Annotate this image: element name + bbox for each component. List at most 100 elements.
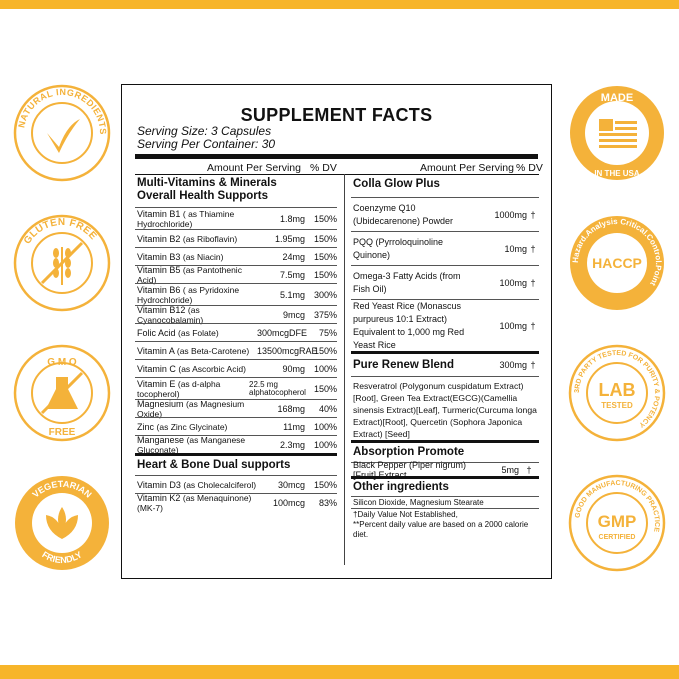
nutrient-name: Vitamin K2 (as Menaquinone)(MK-7) [135, 493, 257, 513]
nutrient-dv: 75% [318, 327, 337, 338]
bottom-accent-band [0, 665, 679, 679]
nutrient-row: Vitamin C (as Ascorbic Acid) 90mg 100% [135, 359, 337, 377]
multivitamin-line2: Overall Health Supports [137, 190, 269, 202]
pure-renew-row: Pure Renew Blend 300mg † [351, 354, 539, 376]
natural-ingredients-badge: NATURAL INGREDIENTS [12, 83, 112, 183]
nutrient-dv: 100% [313, 421, 337, 432]
nutrient-amount: 13500mcgRAE [257, 345, 318, 356]
nutrient-dv: 375% [313, 309, 337, 320]
pure-renew-amount: 300mg [499, 360, 527, 370]
nutrient-dv: 150% [313, 479, 337, 490]
ingredient-name: PQQ (Pyrroloquinoline Quinone) [353, 236, 444, 260]
left-thick-rule [135, 453, 337, 456]
haccp-badge: Hazard.Analysis Critical.Control.Point H… [567, 213, 667, 313]
natural-ingredients-text: NATURAL INGREDIENTS [16, 87, 107, 135]
nutrient-row: Vitamin K2 (as Menaquinone)(MK-7) 100mcg 8… [135, 493, 337, 513]
nutrient-source: (as Cholecalciferol) [183, 479, 257, 490]
nutrient-amount: 1.95mg [274, 233, 305, 244]
nutrient-dv: 100% [313, 439, 337, 450]
gmp-text: GMP [598, 512, 637, 531]
black-pepper-row: Black Pepper (Piper nigrum)[Fruit] Extra… [351, 460, 539, 480]
nutrient-dv: 150% [313, 251, 337, 262]
thick-rule [135, 154, 538, 159]
nutrient-label: Zinc [137, 421, 155, 432]
left-dv-header: % DV [310, 162, 337, 174]
gmp-certified-badge: GOOD MANUFACTURING PRACTICE GMP CERTIFIE… [567, 473, 667, 573]
nutrient-label: Manganese [137, 434, 185, 445]
nutrient-amount: 24mg [282, 251, 305, 262]
black-pepper-name: Black Pepper (Piper nigrum)[Fruit] Extra… [353, 459, 467, 480]
pure-renew-title: Pure Renew Blend [353, 359, 454, 371]
serving-size: Serving Size: 3 Capsules [137, 124, 272, 138]
nutrient-row: Vitamin E (as d-alpha tocopherol) 22.5 mg… [135, 377, 337, 399]
nutrient-row: Vitamin D3 (as Cholecalciferol) 30mcg 150% [135, 475, 337, 493]
ingredient-row: Red Yeast Rice (Monascus purpureus 10:1 … [351, 299, 539, 351]
nutrient-row: Magnesium (as Magnesium Oxide) 168mg 40% [135, 399, 337, 419]
ingredient-amount: 1000mg [494, 209, 527, 220]
nutrient-name: Vitamin B12 (as Cyanocobalamin) [135, 305, 257, 325]
nutrient-source: (as Niacin) [182, 251, 224, 262]
nutrient-amount: 100mcg [272, 497, 305, 508]
nutrient-source: (as Beta-Carotene) [176, 345, 250, 356]
left-rows-2: Vitamin D3 (as Cholecalciferol) 30mcg 150%… [135, 475, 337, 513]
nutrient-name: Vitamin B1 ( as Thiamine Hydrochloride) [135, 209, 257, 229]
daily-value-note: †Daily Value Not Established, [351, 508, 539, 520]
nutrient-name: Vitamin B6 ( as Pyridoxine Hydrochloride… [135, 285, 257, 305]
haccp-text: HACCP [592, 255, 642, 271]
gmo-free-text: FREE [49, 427, 76, 438]
ingredient-amount: 100mg [499, 277, 527, 288]
nutrient-amount: 11mg [283, 421, 305, 432]
svg-text:GLUTEN FREE: GLUTEN FREE [22, 217, 99, 246]
nutrient-name: Vitamin A (as Beta-Carotene) [135, 346, 257, 356]
nutrient-amount: 2.3mg [279, 439, 305, 450]
lab-tested-badge: 3RD PARTY TESTED FOR PURITY & POTENCY LA… [567, 343, 667, 443]
nutrient-dv: 40% [318, 403, 337, 414]
header-rule [135, 174, 539, 175]
svg-text:FRIENDLY: FRIENDLY [40, 549, 83, 565]
wheat-icon [53, 247, 71, 285]
gmo-text: G M O [47, 357, 77, 368]
nutrient-source: ( as Pyridoxine Hydrochloride) [137, 284, 240, 305]
gluten-free-text: GLUTEN FREE [22, 217, 98, 246]
left-rows: Vitamin B1 ( as Thiamine Hydrochloride) 1… [135, 207, 337, 455]
certified-text: CERTIFIED [599, 534, 636, 541]
nutrient-source: (as d-alpha tocopherol) [137, 378, 221, 399]
nutrient-dv: 100% [313, 363, 337, 374]
lab-text: LAB [599, 380, 636, 400]
nutrient-row: Folic Acid (as Folate) 300mcgDFE 75% [135, 323, 337, 341]
leaf-icon [46, 507, 78, 539]
ingredient-row: Coenzyme Q10 (Ubidecarenone) Powder 1000m… [351, 197, 539, 231]
nutrient-source: (as Ascorbic Acid) [178, 363, 246, 374]
ingredient-mark: † [530, 277, 536, 288]
nutrient-source: (as Cyanocobalamin) [137, 304, 204, 325]
nutrient-source: (as Manganese Gluconate) [137, 434, 246, 455]
nutrient-dv: 150% [313, 233, 337, 244]
nutrient-label: Vitamin B2 [137, 233, 181, 244]
column-divider [344, 174, 345, 565]
supplement-facts-panel: SUPPLEMENT FACTS Serving Size: 3 Capsule… [121, 84, 552, 579]
nutrient-dv: 150% [313, 345, 337, 356]
nutrient-name: Vitamin B2 (as Riboflavin) [135, 234, 257, 244]
servings-per-container: Serving Per Container: 30 [137, 137, 276, 151]
nutrient-source: (as Riboflavin) [182, 233, 238, 244]
nutrient-dv: 150% [313, 383, 337, 394]
nutrient-label: Vitamin A [137, 345, 175, 356]
colla-glow-section-title: Colla Glow Plus [353, 178, 440, 190]
nutrient-row: Vitamin B12 (as Cyanocobalamin) 9mcg 375% [135, 305, 337, 325]
right-rows: Coenzyme Q10 (Ubidecarenone) Powder 1000m… [351, 197, 539, 351]
gmo-free-badge: G M O FREE [12, 343, 112, 443]
nutrient-row: Vitamin B3 (as Niacin) 24mg 150% [135, 247, 337, 265]
blend-ingredients: Resveratrol (Polygonum cuspidatum Extrac… [351, 376, 539, 440]
left-column: Multi-Vitamins & Minerals Overall Health… [135, 174, 337, 513]
nutrient-label: Folic Acid [137, 327, 176, 338]
right-amount-header: Amount Per Serving [420, 162, 514, 174]
nutrient-amount: 7.5mg [279, 269, 305, 280]
multivitamin-section-title: Multi-Vitamins & Minerals Overall Health… [135, 174, 337, 207]
nutrient-label: Vitamin C [137, 363, 176, 374]
ingredient-mark: † [530, 209, 536, 220]
nutrient-label: Vitamin B12 [137, 304, 186, 315]
right-dv-header: % DV [516, 162, 543, 174]
nutrient-name: Vitamin B5 (as Pantothenic Acid) [135, 265, 257, 285]
vegetarian-badge: VEGETARIAN FRIENDLY [12, 473, 112, 573]
nutrient-amount: 300mcgDFE [257, 327, 308, 338]
